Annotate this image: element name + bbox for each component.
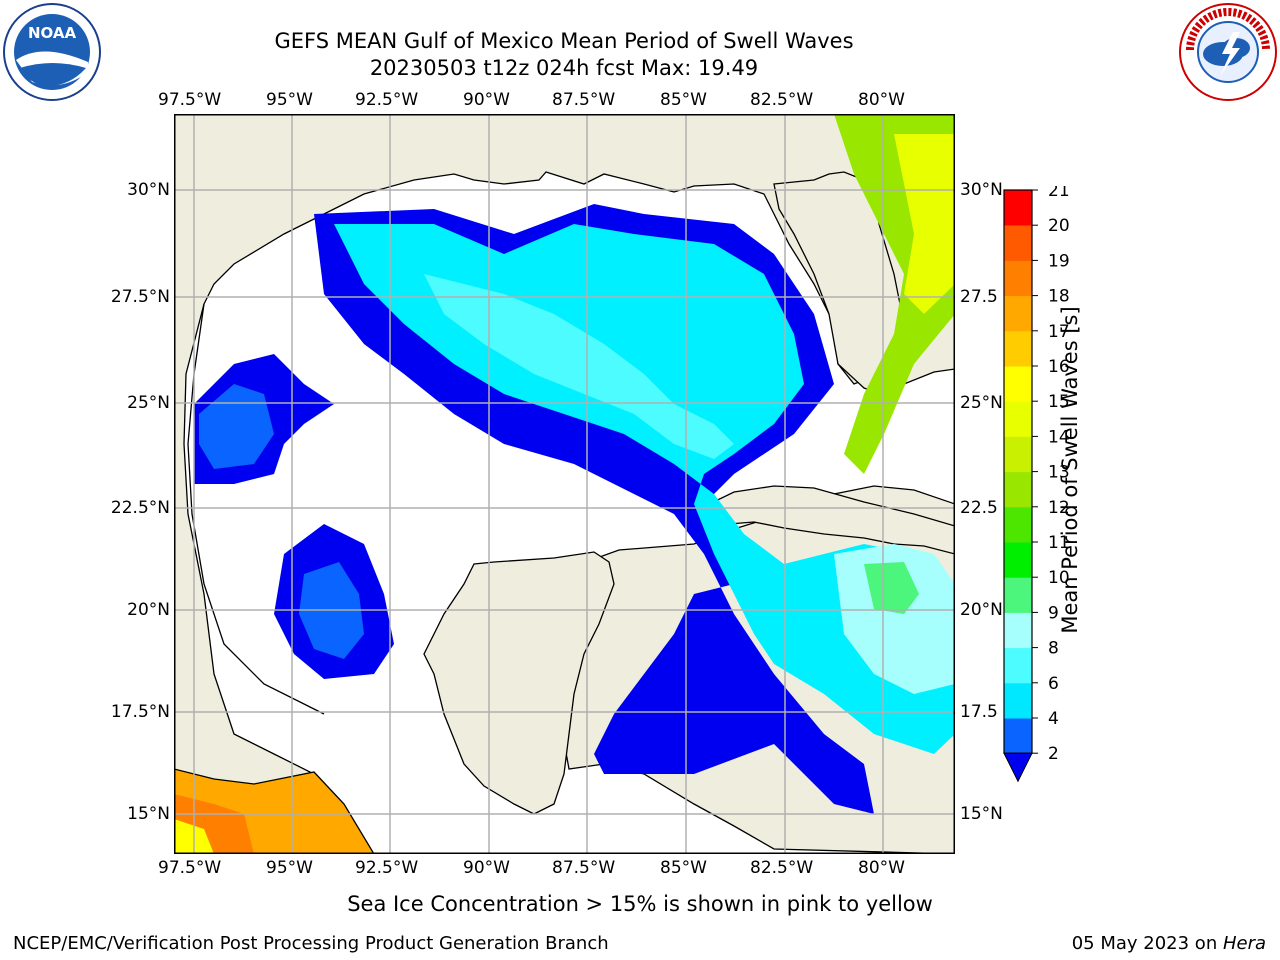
coastline-mexico: [187, 303, 325, 715]
lat-tick: 17.5: [960, 702, 998, 722]
lat-tick: 20°N: [960, 600, 1003, 620]
colorbar-tick-label: 21: [1048, 186, 1070, 201]
lat-tick: 15°N: [127, 804, 170, 824]
lon-tick: 82.5°W: [750, 858, 814, 878]
lat-tick: 17.5°N: [110, 702, 170, 722]
lon-tick: 97.5°W: [158, 90, 222, 110]
colorbar-tick-label: 15: [1048, 392, 1070, 412]
colorbar: 2 4 6 8 9 10 11 12 13 14 15 16 17 18 19 20 21: [1000, 181, 1080, 786]
colorbar-extend-low: [1003, 752, 1033, 783]
colorbar-tick-label: 11: [1048, 533, 1070, 553]
map-panel: [173, 114, 956, 855]
lon-tick: 95°W: [266, 90, 313, 110]
map-svg: [173, 114, 956, 855]
colorbar-tick-label: 2: [1048, 744, 1059, 764]
footer-host: Hera: [1222, 933, 1266, 954]
swell-field-west-inner: [199, 384, 274, 469]
nws-logo: [1178, 2, 1278, 102]
footer-date: 05 May 2023 on Hera: [1072, 933, 1266, 954]
graticule: [174, 114, 955, 854]
lon-tick: 97.5°W: [158, 858, 222, 878]
colorbar-tick-label: 8: [1048, 639, 1059, 659]
colorbar-tick-label: 13: [1048, 463, 1070, 483]
colorbar-tick-label: 4: [1048, 709, 1059, 729]
noaa-logo-text: NOAA: [28, 24, 77, 42]
cuba-land: [698, 485, 956, 555]
colorbar-segment: [1004, 190, 1032, 226]
lat-tick: 22.5°N: [110, 498, 170, 518]
noaa-logo: NOAA: [2, 2, 102, 102]
colorbar-segment: [1004, 718, 1032, 754]
colorbar-tick-label: 19: [1048, 251, 1070, 271]
chart-title: GEFS MEAN Gulf of Mexico Mean Period of …: [274, 29, 854, 53]
lon-tick: 85°W: [660, 858, 707, 878]
lon-tick: 95°W: [266, 858, 313, 878]
lat-tick: 30°N: [960, 180, 1003, 200]
colorbar-tick-label: 14: [1048, 427, 1070, 447]
colorbar-tick-label: 16: [1048, 357, 1070, 377]
chart-subtitle: 20230503 t12z 024h fcst Max: 19.49: [369, 56, 759, 80]
swell-field-6to8: [424, 274, 734, 459]
colorbar-segment: [1004, 330, 1032, 367]
lon-tick: 85°W: [660, 90, 707, 110]
lat-tick: 15°N: [960, 804, 1003, 824]
lat-tick: 30°N: [127, 180, 170, 200]
colorbar-segment: [1004, 612, 1032, 649]
lat-tick: 27.5°N: [110, 287, 170, 307]
colorbar-segment: [1004, 436, 1032, 473]
colorbar-segment: [1004, 401, 1032, 437]
lon-tick: 80°W: [858, 858, 905, 878]
colorbar-svg: 2 4 6 8 9 10 11 12 13 14 15 16 17 18 19 20 21: [1003, 181, 1070, 783]
yucatan-land: [423, 551, 615, 815]
colorbar-tick-label: 20: [1048, 216, 1070, 236]
lon-tick: 90°W: [463, 858, 510, 878]
lat-tick: 22.5: [960, 498, 998, 518]
lon-tick: 80°W: [858, 90, 905, 110]
swell-field-atlantic-inner: [894, 134, 955, 314]
footer-branch: NCEP/EMC/Verification Post Processing Pr…: [13, 933, 609, 954]
lon-tick: 90°W: [463, 90, 510, 110]
lon-tick: 87.5°W: [552, 858, 616, 878]
colorbar-segment: [1004, 682, 1032, 719]
lat-tick: 25°N: [127, 393, 170, 413]
colorbar-tick-label: 9: [1048, 603, 1059, 623]
colorbar-segment: [1004, 506, 1032, 543]
colorbar-segment: [1004, 647, 1032, 684]
lon-tick: 92.5°W: [355, 858, 419, 878]
lon-tick: 82.5°W: [750, 90, 814, 110]
colorbar-segment: [1004, 366, 1032, 402]
colorbar-tick-label: 6: [1048, 674, 1059, 694]
colorbar-segment: [1004, 542, 1032, 578]
sea-ice-note: Sea Ice Concentration > 15% is shown in …: [347, 892, 933, 916]
colorbar-segment: [1004, 260, 1032, 297]
swell-field-caribbean-green: [864, 562, 919, 614]
lat-tick: 27.5: [960, 287, 998, 307]
colorbar-tick-label: 12: [1048, 498, 1070, 518]
colorbar-segment: [1004, 577, 1032, 613]
colorbar-segment: [1004, 471, 1032, 508]
lat-tick: 20°N: [127, 600, 170, 620]
colorbar-tick-label: 10: [1048, 568, 1070, 588]
lat-tick: 25°N: [960, 393, 1003, 413]
map-frame: [174, 114, 955, 854]
lon-tick: 87.5°W: [552, 90, 616, 110]
swell-field-caribbean: [834, 544, 955, 694]
footer-date-text: 05 May 2023 on: [1071, 933, 1223, 954]
colorbar-segment: [1004, 295, 1032, 332]
colorbar-tick-label: 17: [1048, 322, 1070, 342]
lon-tick: 92.5°W: [355, 90, 419, 110]
colorbar-segment: [1004, 225, 1032, 261]
colorbar-tick-label: 18: [1048, 287, 1070, 307]
colorbar-label: Mean Period of Swell Waves [s]: [1058, 306, 1082, 634]
